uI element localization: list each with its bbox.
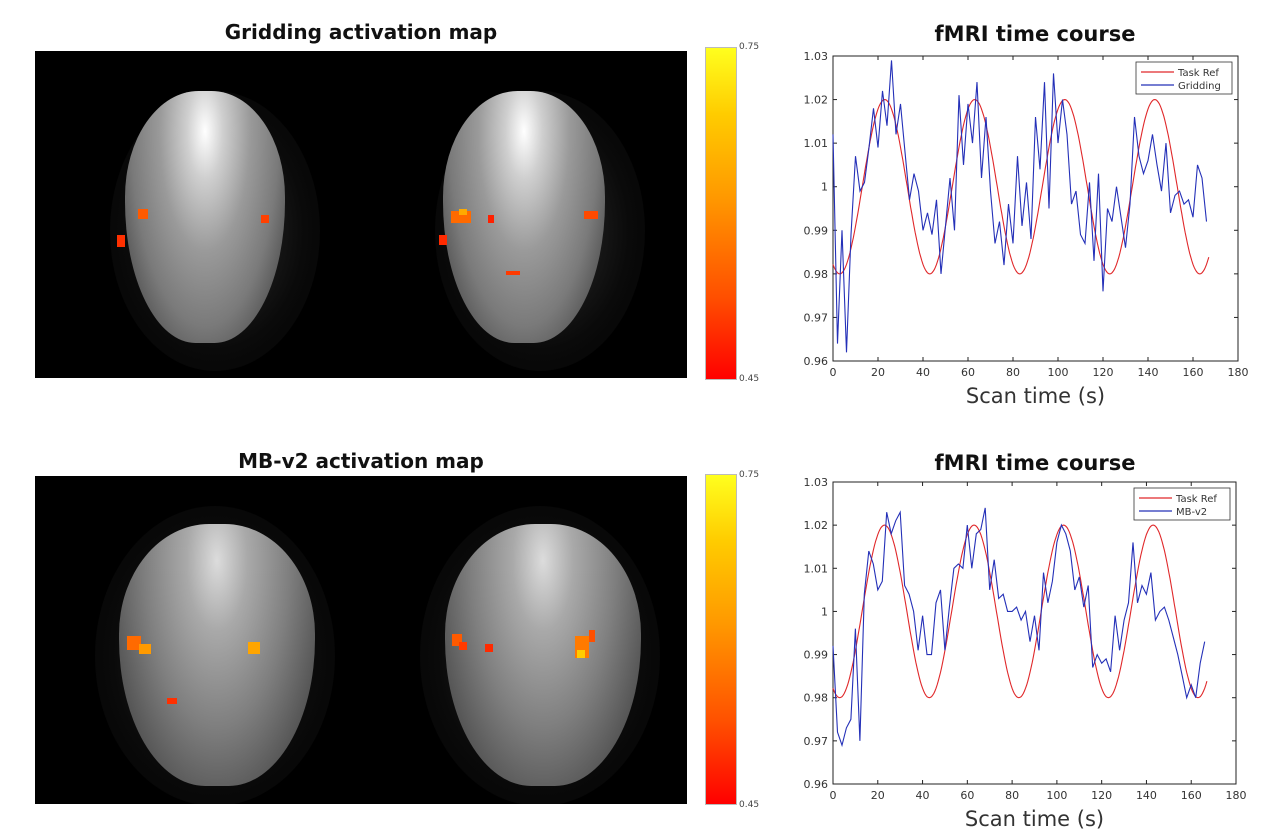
plot-title-bottom: fMRI time course [934,451,1136,475]
y-tick-label: 0.98 [804,692,829,705]
colorbar-max-label: 0.75 [739,42,760,52]
x-tick-label: 120 [1093,366,1114,379]
activation-cluster [138,209,148,219]
y-tick-label: 1.02 [804,519,829,532]
y-tick-label: 0.97 [804,311,829,324]
colorbar-max-label: 0.75 [739,470,760,480]
activation-cluster [459,642,467,650]
fmri-time-course-mbv2-chart: 0 20 40 60 80 100 120 140 160 180 0.96 0.97 0.98 0.99… [804,476,1247,831]
colorbar-min-label: 0.45 [739,374,760,384]
brain-slice-right [445,524,641,786]
mbv2-activation-map [35,476,687,804]
x-tick-label: 180 [1228,366,1249,379]
map-title-mbv2: MB-v2 activation map [238,449,484,473]
y-tick-label: 1.03 [804,50,829,63]
y-tick-label: 1.03 [804,476,829,489]
activation-cluster [452,634,462,646]
x-tick-label: 20 [871,789,885,802]
series-line-task-ref [832,524,1208,699]
x-tick-label: 140 [1136,789,1157,802]
x-tick-label: 0 [830,789,837,802]
x-axis-label: Scan time (s) [966,384,1105,408]
x-tick-label: 40 [916,789,930,802]
legend-label: MB-v2 [1176,507,1207,518]
colorbar-min-label: 0.45 [739,800,760,810]
y-tick-label: 0.99 [804,649,829,662]
y-tick-label: 1.02 [804,94,829,107]
legend-box [1135,61,1233,95]
y-tick-label: 0.97 [804,735,829,748]
x-tick-label: 40 [916,366,930,379]
activation-cluster [261,215,269,223]
plot-area [832,481,1237,785]
series-line-mb-v2 [832,507,1206,748]
x-tick-label: 100 [1046,789,1067,802]
x-tick-label: 160 [1183,366,1204,379]
activation-cluster [506,271,520,275]
x-tick-label: 100 [1048,366,1069,379]
y-tick-label: 0.99 [804,224,829,237]
activation-cluster [485,644,493,652]
legend-box [1133,487,1231,521]
colorbar-mbv2 [705,474,737,805]
x-axis-label: Scan time (s) [965,807,1104,831]
activation-cluster [248,642,260,654]
activation-cluster [439,235,447,245]
map-title-gridding: Gridding activation map [224,20,498,44]
legend-label: Task Ref [1175,494,1217,505]
plot-title-top: fMRI time course [934,22,1136,46]
x-tick-label: 60 [961,366,975,379]
activation-cluster [167,698,177,704]
x-tick-label: 20 [871,366,885,379]
fmri-time-course-gridding-chart: 0 20 40 60 80 100 120 140 160 180 0.96 0.97 0.98 0.99… [804,50,1249,408]
y-tick-label: 0.96 [804,778,829,791]
activation-cluster [577,650,585,658]
brain-slice-left [119,524,315,786]
activation-cluster [584,211,598,219]
activation-cluster [117,235,125,247]
activation-cluster [459,209,467,215]
activation-cluster [488,215,494,223]
brain-slice-left [125,91,285,343]
activation-cluster [589,630,595,642]
y-tick-label: 0.98 [804,268,829,281]
y-tick-label: 1.01 [804,562,829,575]
activation-cluster [139,644,151,654]
x-tick-label: 180 [1226,789,1247,802]
colorbar-gridding [705,47,737,380]
gridding-activation-map [35,51,687,378]
y-tick-label: 1 [821,605,828,618]
x-tick-label: 60 [960,789,974,802]
y-tick-label: 0.96 [804,355,829,368]
y-tick-label: 1.01 [804,137,829,150]
x-tick-label: 80 [1006,366,1020,379]
legend-label: Task Ref [1177,68,1219,79]
y-tick-label: 1 [821,181,828,194]
x-tick-label: 0 [830,366,837,379]
activation-cluster [127,636,141,650]
series-line-gridding [832,60,1208,353]
legend-label: Gridding [1178,81,1221,92]
x-tick-label: 160 [1181,789,1202,802]
x-tick-label: 120 [1091,789,1112,802]
x-tick-label: 80 [1005,789,1019,802]
x-tick-label: 140 [1138,366,1159,379]
